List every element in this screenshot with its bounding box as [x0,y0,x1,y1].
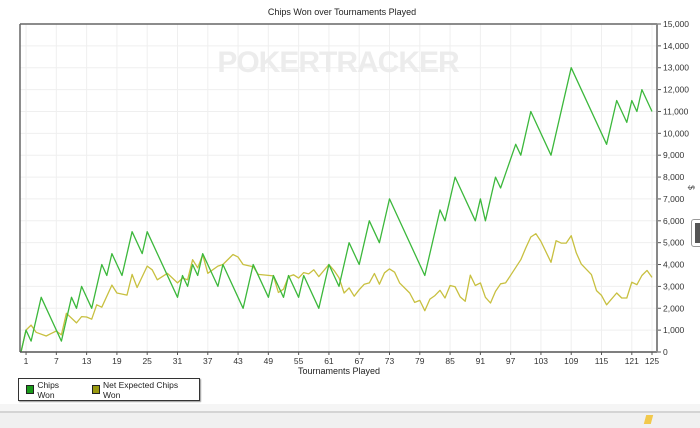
legend-swatch [26,385,35,394]
watermark: POKERTRACKER [217,46,460,79]
y-tick-label: 15,000 [663,19,689,29]
x-tick-label: 19 [112,356,122,366]
x-tick-label: 7 [54,356,59,366]
side-panel-handle[interactable] [691,219,700,247]
y-tick-label: 0 [663,347,668,357]
legend-item-chips-won[interactable]: Chips Won [26,380,75,400]
x-tick-label: 13 [82,356,92,366]
legend-item-net-expected[interactable]: Net Expected Chips Won [91,379,189,400]
y-tick-label: 8,000 [663,172,685,182]
x-tick-label: 25 [142,356,152,366]
legend-swatch [91,385,101,394]
x-tick-label: 85 [445,356,455,366]
x-tick-label: 97 [506,356,516,366]
legend: Chips Won Net Expected Chips Won [18,378,200,401]
x-tick-label: 43 [233,356,243,366]
x-tick-label: 73 [385,356,395,366]
y-tick-label: 4,000 [663,260,685,270]
y-tick-label: 6,000 [663,216,685,226]
x-axis-label: Tournaments Played [297,366,381,376]
x-tick-label: 103 [534,356,548,366]
x-tick-label: 1 [24,356,29,366]
series-line-net-expected-chips-won [20,233,653,353]
y-tick-label: 14,000 [663,41,689,51]
x-tick-label: 91 [476,356,486,366]
y-tick-label: 3,000 [663,281,685,291]
x-tick-label: 67 [354,356,364,366]
legend-label: Net Expected Chips Won [103,379,179,400]
x-tick-label: 49 [264,356,274,366]
x-tick-label: 61 [324,356,334,366]
legend-label: Chips Won [37,379,60,400]
panel-gap [0,404,700,411]
x-tick-label: 55 [294,356,304,366]
y-tick-label: 2,000 [663,303,685,313]
axes: 0 1,000 2,000 3,000 4,000 5,000 6,000 7,000 8,00… [19,19,689,366]
status-bar [0,411,700,428]
y-tick-label: 12,000 [663,85,689,95]
series-line-chips-won [20,67,653,353]
x-tick-label: 109 [564,356,578,366]
x-tick-label: 31 [173,356,183,366]
y-tick-label: 13,000 [663,63,689,73]
grid [20,23,657,353]
y-tick-label: 7,000 [663,194,685,204]
chart-title: Chips Won over Tournaments Played [267,7,417,17]
x-tick-label: 79 [415,356,425,366]
y-tick-label: 9,000 [663,150,685,160]
series-lines [20,67,653,353]
y-axis-label: $ [686,185,696,190]
y-tick-label: 11,000 [663,106,689,116]
y-tick-label: 10,000 [663,128,689,138]
x-tick-label: 115 [595,356,609,366]
x-tick-label: 121 [625,356,639,366]
x-tick-label: 125 [645,356,659,366]
y-tick-label: 5,000 [663,238,685,248]
x-tick-label: 37 [203,356,213,366]
y-tick-label: 1,000 [663,325,685,335]
